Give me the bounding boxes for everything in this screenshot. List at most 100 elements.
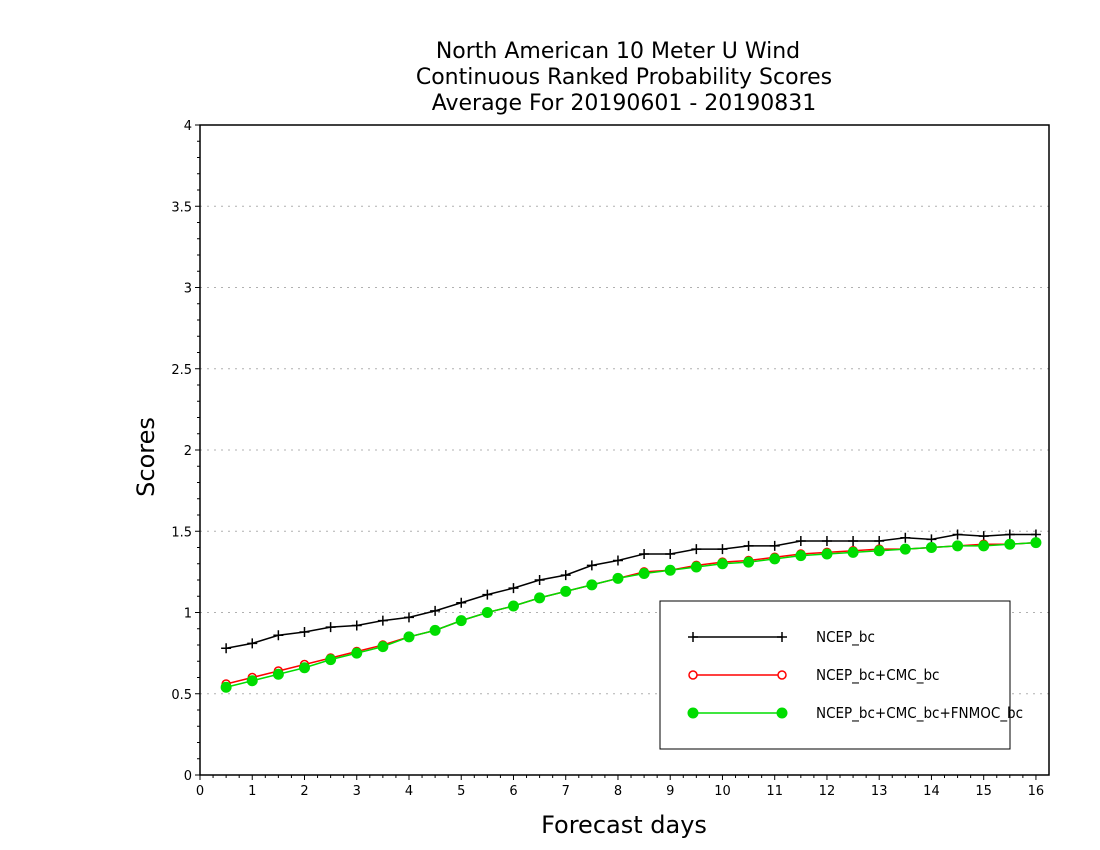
x-tick-label: 11 xyxy=(766,784,783,799)
series-0-point-18 xyxy=(691,544,702,555)
y-tick-label: 0 xyxy=(184,769,192,784)
series-2 xyxy=(220,537,1042,693)
series-2-point-21 xyxy=(769,553,781,565)
series-2-point-27 xyxy=(925,542,937,553)
series-0-point-30 xyxy=(1004,529,1015,540)
chart-title: North American 10 Meter U Wind Continuou… xyxy=(416,39,832,116)
y-tick-label: 2 xyxy=(184,444,192,459)
legend-label-2: NCEP_bc+CMC_bc+FNMOC_bc xyxy=(816,704,1023,723)
series-0-point-22 xyxy=(795,536,806,546)
series-0 xyxy=(221,529,1041,654)
x-tick-label: 5 xyxy=(457,784,465,799)
series-0-point-1 xyxy=(247,638,258,649)
y-tick-label: 3 xyxy=(184,282,192,297)
series-2-point-18 xyxy=(690,561,702,573)
series-0-point-21 xyxy=(769,540,780,551)
legend-marker-end-1 xyxy=(777,670,787,680)
y-tick-label: 1.5 xyxy=(171,525,192,540)
x-tick-label: 16 xyxy=(1028,784,1045,799)
chart-title-line-2: Continuous Ranked Probability Scores xyxy=(416,65,832,90)
x-tick-label: 0 xyxy=(196,784,204,799)
series-0-point-4 xyxy=(325,622,336,633)
series-0-point-29 xyxy=(978,531,989,542)
series-2-point-1 xyxy=(246,675,258,687)
x-tick-label: 7 xyxy=(562,784,570,799)
x-tick-label: 3 xyxy=(353,784,361,799)
x-tick-label: 12 xyxy=(819,784,836,799)
series-0-point-14 xyxy=(586,560,597,571)
series-2-point-23 xyxy=(821,548,833,560)
series-2-point-13 xyxy=(560,585,572,597)
x-tick-label: 15 xyxy=(975,784,992,799)
series-0-point-19 xyxy=(717,544,728,555)
series-0-point-17 xyxy=(665,549,676,559)
y-tick-label: 3.5 xyxy=(171,200,192,215)
series-2-point-31 xyxy=(1030,537,1042,549)
series-2-point-11 xyxy=(507,600,519,612)
series-2-point-22 xyxy=(795,550,807,562)
x-tick-label: 10 xyxy=(714,784,731,799)
axes: 00.511.522.533.540 1 2 3 4 5 6 7 8 9 10 11 12 13 14 15 1… xyxy=(171,119,1050,799)
series-0-point-10 xyxy=(482,589,493,600)
series-0-point-15 xyxy=(612,555,623,566)
series-0-point-8 xyxy=(430,605,441,616)
series-2-point-5 xyxy=(351,647,363,659)
series-0-point-25 xyxy=(874,536,885,546)
series-2-point-16 xyxy=(638,568,650,579)
series-2-point-17 xyxy=(664,564,676,576)
series-2-point-2 xyxy=(272,668,284,680)
series-0-point-3 xyxy=(299,627,310,637)
x-tick-label: 13 xyxy=(871,784,888,799)
legend-marker-start-1 xyxy=(688,670,698,680)
legend: NCEP_bc NCEP_bc+CMC_bc NCEP_bc+CMC_bc+FNMO… xyxy=(659,600,1023,750)
y-tick-label: 2.5 xyxy=(171,363,192,378)
chart-title-line-1: North American 10 Meter U Wind xyxy=(436,39,800,64)
series-0-point-9 xyxy=(456,597,467,608)
series-2-point-4 xyxy=(325,654,337,666)
legend-marker-end-0 xyxy=(777,632,787,642)
y-tick-label: 4 xyxy=(184,119,192,134)
y-tick-label: 1 xyxy=(184,607,192,622)
series-0-point-16 xyxy=(639,549,650,559)
y-axis-label: Scores xyxy=(132,417,160,497)
series-2-point-8 xyxy=(429,624,441,636)
series-2-point-12 xyxy=(534,592,546,604)
series-2-point-10 xyxy=(481,607,493,618)
series-2-point-26 xyxy=(899,543,911,555)
series-0-point-13 xyxy=(560,570,571,581)
series-0-point-12 xyxy=(534,575,545,585)
series-0-point-11 xyxy=(508,583,519,594)
chart-title-line-3: Average For 20190601 - 20190831 xyxy=(432,91,817,116)
series-2-point-9 xyxy=(455,615,467,627)
series-layer xyxy=(220,529,1042,693)
series-2-point-19 xyxy=(716,558,728,570)
series-0-point-6 xyxy=(377,615,388,626)
series-2-point-28 xyxy=(952,540,964,552)
series-2-point-15 xyxy=(612,572,624,584)
series-2-point-24 xyxy=(847,546,859,558)
legend-label-0: NCEP_bc xyxy=(816,628,875,647)
series-0-point-26 xyxy=(900,532,911,543)
series-2-point-29 xyxy=(978,540,990,552)
x-tick-label: 9 xyxy=(666,784,674,799)
series-2-point-30 xyxy=(1004,538,1016,550)
x-tick-label: 1 xyxy=(248,784,256,799)
x-tick-label: 14 xyxy=(923,784,940,799)
series-0-point-5 xyxy=(351,620,362,631)
x-tick-label: 6 xyxy=(509,784,517,799)
series-0-point-0 xyxy=(221,643,232,654)
y-tick-label: 0.5 xyxy=(171,688,192,703)
x-tick-label: 4 xyxy=(405,784,413,799)
series-2-point-7 xyxy=(403,631,415,643)
series-2-point-14 xyxy=(586,579,598,591)
series-0-point-23 xyxy=(821,536,832,546)
series-0-point-7 xyxy=(403,612,414,623)
series-2-point-25 xyxy=(873,545,885,557)
x-tick-label: 2 xyxy=(300,784,308,799)
legend-marker-start-0 xyxy=(688,632,698,642)
legend-marker-start-2 xyxy=(687,707,699,719)
legend-marker-end-2 xyxy=(776,707,788,719)
series-0-point-24 xyxy=(848,536,859,546)
series-2-point-0 xyxy=(220,681,232,693)
